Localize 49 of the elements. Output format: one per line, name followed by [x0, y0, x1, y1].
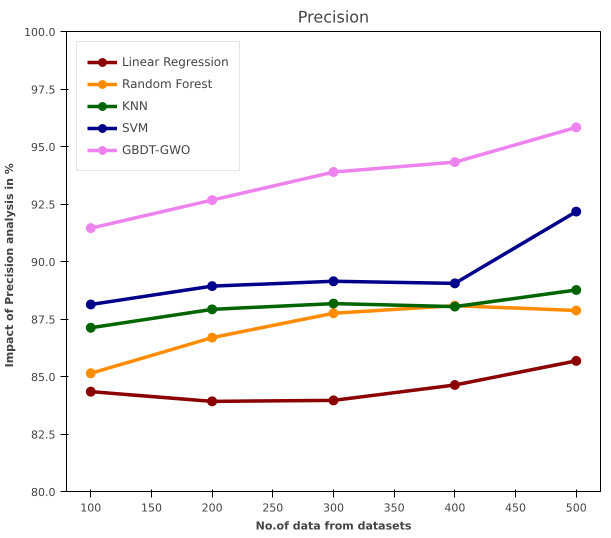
point	[207, 304, 218, 314]
point	[571, 306, 582, 316]
y-tick-label: 100.0	[24, 26, 56, 39]
point	[450, 278, 460, 288]
x-axis-title: No.of data from datasets	[256, 520, 412, 532]
point	[207, 332, 218, 343]
point	[207, 396, 218, 406]
point	[571, 285, 582, 296]
y-axis-title: Impact of Precision analysis in %	[3, 163, 16, 368]
x-tick-label: 100	[80, 502, 102, 514]
legend-label: GBDT-GWO	[122, 143, 190, 157]
x-tick-label: 400	[444, 502, 466, 514]
x-tick-label: 200	[202, 502, 223, 514]
legend-label: KNN	[122, 99, 148, 113]
y-tick-label: 87.5	[31, 314, 56, 326]
y-tick-label: 95.0	[31, 141, 56, 154]
point	[571, 206, 582, 217]
legend-label: SVM	[122, 121, 148, 135]
x-tick-label: 350	[384, 502, 405, 514]
point	[328, 298, 338, 309]
point	[86, 368, 96, 378]
y-tick-label: 97.5	[31, 84, 56, 96]
x-tick-label: 250	[262, 502, 284, 514]
y-tick-label: 90.0	[31, 256, 56, 269]
point	[328, 395, 338, 406]
x-tick-label: 300	[323, 502, 344, 514]
point	[450, 157, 460, 168]
x-tick-label: 450	[505, 502, 526, 514]
legend-label: Random Forest	[122, 77, 212, 91]
y-tick-label: 85.0	[31, 371, 56, 384]
point	[86, 322, 96, 333]
x-tick-label: 150	[140, 502, 162, 514]
point	[207, 281, 218, 292]
point	[450, 380, 460, 390]
point	[328, 167, 338, 178]
point	[328, 308, 338, 318]
point	[86, 386, 96, 397]
point	[207, 195, 218, 206]
y-tick-label: 82.5	[31, 428, 56, 442]
point	[571, 122, 582, 132]
point	[328, 276, 338, 286]
y-tick-label: 92.5	[31, 198, 56, 212]
x-tick-label: 500	[566, 502, 587, 514]
y-tick-label: 80.0	[31, 486, 56, 499]
point	[86, 300, 96, 310]
point	[571, 356, 582, 366]
point	[86, 223, 96, 234]
legend-label: Linear Regression	[122, 55, 229, 69]
chart-title: Precision	[298, 8, 370, 26]
